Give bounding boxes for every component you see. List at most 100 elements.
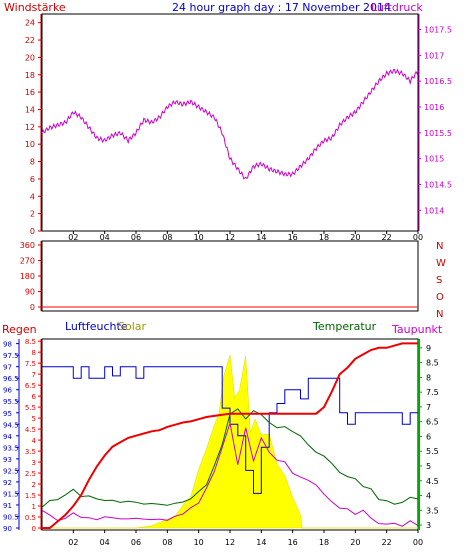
rain-tick-label: 7.5 xyxy=(25,360,36,368)
direction-letter: O xyxy=(436,292,444,303)
dir-tick-label: 270 xyxy=(20,257,35,266)
x-tick-label: 14 xyxy=(256,538,266,547)
humidity-tick-label: 90.5 xyxy=(3,513,19,521)
dir-tick-label: 90 xyxy=(25,288,35,297)
x-tick-label: 06 xyxy=(131,233,141,242)
wind-tick-label: 4 xyxy=(30,192,35,201)
luftfeuchte-line xyxy=(42,366,418,494)
mid-panel-frame xyxy=(41,240,419,312)
dir-tick-label: 0 xyxy=(30,303,35,312)
solar-label: Solar xyxy=(118,320,147,333)
x-tick-label: 02 xyxy=(68,538,78,547)
rain-tick-label: 0 xyxy=(32,525,36,533)
rain-tick-label: 8.5 xyxy=(25,338,36,346)
wind-tick-label: 18 xyxy=(25,71,35,80)
direction-letter: W xyxy=(436,258,446,269)
pressure-series xyxy=(41,68,419,180)
mid-axes: 0 90 180 270 360 xyxy=(20,241,418,312)
x-tick-label: 14 xyxy=(256,233,266,242)
humidity-tick-label: 97 xyxy=(3,364,12,372)
x-tick-label: 12 xyxy=(225,538,235,547)
x-tick-label: 20 xyxy=(350,538,360,547)
pressure-tick-label: 1016.5 xyxy=(424,77,452,86)
regen-label: Regen xyxy=(2,323,37,336)
temperature-tick-label: 7 xyxy=(426,403,431,412)
pressure-label: Luftdruck xyxy=(371,1,423,14)
x-tick-label: 08 xyxy=(162,538,172,547)
rain-tick-label: 2 xyxy=(32,481,36,489)
top-axes: 02468101214161820222410141014.510151015.… xyxy=(25,14,452,242)
temperature-tick-label: 6.5 xyxy=(426,418,439,427)
temperature-tick-label: 5 xyxy=(426,462,431,471)
rain-tick-label: 5.5 xyxy=(25,404,36,412)
temperature-tick-label: 8.5 xyxy=(426,359,439,368)
rain-tick-label: 1 xyxy=(32,503,36,511)
humidity-tick-label: 93.5 xyxy=(3,444,19,452)
temperature-tick-label: 4 xyxy=(426,492,431,501)
x-tick-label: 20 xyxy=(350,233,360,242)
temperature-tick-label: 4.5 xyxy=(426,477,439,486)
humidity-tick-label: 97.5 xyxy=(3,352,19,360)
direction-letter: N xyxy=(436,241,443,252)
pressure-line xyxy=(41,68,419,180)
pressure-tick-label: 1014 xyxy=(424,206,444,215)
x-tick-label: 06 xyxy=(131,538,141,547)
humidity-label: Luftfeuchte xyxy=(65,320,128,333)
x-tick-label: 08 xyxy=(162,233,172,242)
rain-tick-label: 5 xyxy=(32,415,36,423)
humidity-tick-label: 95.5 xyxy=(3,398,19,406)
humidity-tick-label: 92 xyxy=(3,479,12,487)
direction-letter: N xyxy=(436,309,443,320)
pressure-tick-label: 1014.5 xyxy=(424,181,452,190)
humidity-tick-label: 94.5 xyxy=(3,421,19,429)
x-tick-label: 22 xyxy=(382,538,392,547)
rain-tick-label: 4 xyxy=(32,437,37,445)
temperature-tick-label: 8 xyxy=(426,373,431,382)
rain-tick-label: 2.5 xyxy=(25,470,36,478)
bottom-series xyxy=(41,342,419,529)
temperature-tick-label: 3 xyxy=(426,521,431,530)
chart-title: 24 hour graph day : 17 November 2014 xyxy=(172,1,391,14)
temperature-tick-label: 7.5 xyxy=(426,388,439,397)
humidity-tick-label: 98 xyxy=(3,341,12,349)
pressure-tick-label: 1017 xyxy=(424,51,444,60)
solar-area xyxy=(42,354,418,529)
x-tick-label: 12 xyxy=(225,233,235,242)
rain-tick-label: 3.5 xyxy=(25,448,36,456)
direction-letter: S xyxy=(436,275,442,286)
wind-tick-label: 12 xyxy=(25,123,35,132)
x-tick-label: 16 xyxy=(288,233,298,242)
temperature-tick-label: 3.5 xyxy=(426,506,439,515)
wind-tick-label: 24 xyxy=(25,19,35,28)
wind-tick-label: 22 xyxy=(25,36,35,45)
temperature-label: Temperatur xyxy=(312,320,377,333)
humidity-tick-label: 90 xyxy=(3,525,12,533)
taupunkt-line xyxy=(41,422,419,527)
top-panel-frame xyxy=(41,13,419,232)
wind-tick-label: 8 xyxy=(30,158,35,167)
x-tick-label: 00 xyxy=(413,538,423,547)
x-tick-label: 16 xyxy=(288,538,298,547)
rain-tick-label: 6.5 xyxy=(25,382,36,390)
pressure-tick-label: 1016 xyxy=(424,103,444,112)
wind-tick-label: 2 xyxy=(30,210,35,219)
pressure-tick-label: 1017.5 xyxy=(424,26,452,35)
pressure-tick-label: 1015.5 xyxy=(424,129,452,138)
temperature-tick-label: 6 xyxy=(426,432,431,441)
regen-line xyxy=(42,342,418,529)
bottom-axes: 9090.59191.59292.59393.59494.59595.59696… xyxy=(3,338,439,547)
rain-tick-label: 3 xyxy=(32,459,36,467)
x-tick-label: 22 xyxy=(382,233,392,242)
wind-tick-label: 0 xyxy=(30,227,35,236)
x-tick-label: 02 xyxy=(68,233,78,242)
x-tick-label: 04 xyxy=(100,233,110,242)
rain-tick-label: 8 xyxy=(32,349,36,357)
rain-tick-label: 0.5 xyxy=(25,514,36,522)
humidity-tick-label: 91 xyxy=(3,502,12,510)
x-tick-label: 18 xyxy=(319,233,329,242)
wind-tick-label: 10 xyxy=(25,140,35,149)
pressure-tick-label: 1015 xyxy=(424,155,444,164)
x-tick-label: 00 xyxy=(413,233,423,242)
humidity-tick-label: 93 xyxy=(3,456,12,464)
